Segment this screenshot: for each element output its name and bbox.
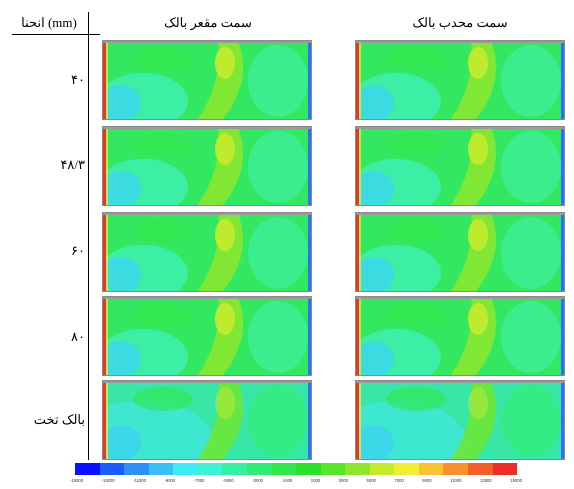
colorbar-segment <box>75 463 100 475</box>
colorbar-segment <box>394 463 419 475</box>
colorbar-segment <box>345 463 370 475</box>
contour-plot-concave-row-2 <box>102 126 312 206</box>
colorbar-tick: -5000 <box>223 478 234 483</box>
row-label-40: ۴۰ <box>71 72 85 87</box>
colorbar-tick: -9000 <box>164 478 176 483</box>
colorbar-tick: 5000 <box>366 478 376 483</box>
colorbar-segment <box>124 463 149 475</box>
colorbar-tick: -11000 <box>133 478 146 483</box>
colorbar-segment <box>222 463 247 475</box>
colorbar-segment <box>296 463 321 475</box>
header-concave-side: سمت مقعر بالک <box>164 15 252 30</box>
colorbar-tick-labels: -15000 -13000 -11000 -9000 -7000 -5000 -3000 -1… <box>70 478 522 483</box>
colorbar-segment <box>369 463 395 475</box>
colorbar-segment <box>99 463 125 475</box>
row-label-flat-wing: بالک تخت <box>33 412 85 427</box>
colorbar-segment <box>418 463 444 475</box>
colorbar-segment <box>246 463 272 475</box>
colorbar-segment <box>443 463 468 475</box>
pressure-colorbar <box>75 463 518 475</box>
header-curvature-label: انحنا (mm) <box>21 15 77 30</box>
colorbar-segment <box>271 463 297 475</box>
colorbar-tick: -13000 <box>101 478 115 483</box>
colorbar-segment <box>492 463 518 475</box>
colorbar-tick: 7000 <box>394 478 404 483</box>
colorbar-tick: -1000 <box>281 478 293 483</box>
contour-plot-concave-row-5 <box>102 380 312 460</box>
contour-plot-convex-row-5 <box>355 380 565 460</box>
row-label-48-3: ۴۸/۳ <box>60 157 85 172</box>
contour-plot-concave-row-3 <box>102 212 312 292</box>
colorbar-tick: 9000 <box>422 478 432 483</box>
colorbar-segment <box>148 463 174 475</box>
colorbar-tick: -15000 <box>70 478 84 483</box>
row-label-60: ۶۰ <box>71 243 85 258</box>
colorbar-tick: 13000 <box>480 478 492 483</box>
contour-plot-convex-row-1 <box>355 40 565 120</box>
colorbar-tick: 1000 <box>310 478 321 483</box>
row-label-80: ۸۰ <box>71 329 85 344</box>
colorbar-tick: 11000 <box>450 478 462 483</box>
colorbar-segment <box>468 463 493 475</box>
contour-plot-concave-row-1 <box>102 40 312 120</box>
colorbar-tick: -7000 <box>193 478 205 483</box>
colorbar-tick: 3000 <box>338 478 348 483</box>
contour-plot-convex-row-3 <box>355 212 565 292</box>
colorbar-segment <box>320 463 346 475</box>
contour-plot-concave-row-4 <box>102 296 312 376</box>
colorbar-segment <box>173 463 198 475</box>
colorbar-tick: -3000 <box>252 478 263 483</box>
table-vertical-divider <box>88 12 89 460</box>
table-header-divider <box>12 34 100 35</box>
header-convex-side: سمت محدب بالک <box>412 15 508 30</box>
contour-plot-convex-row-4 <box>355 296 565 376</box>
contour-plot-convex-row-2 <box>355 126 565 206</box>
colorbar-tick: 15000 <box>510 478 522 483</box>
colorbar-segment <box>197 463 223 475</box>
